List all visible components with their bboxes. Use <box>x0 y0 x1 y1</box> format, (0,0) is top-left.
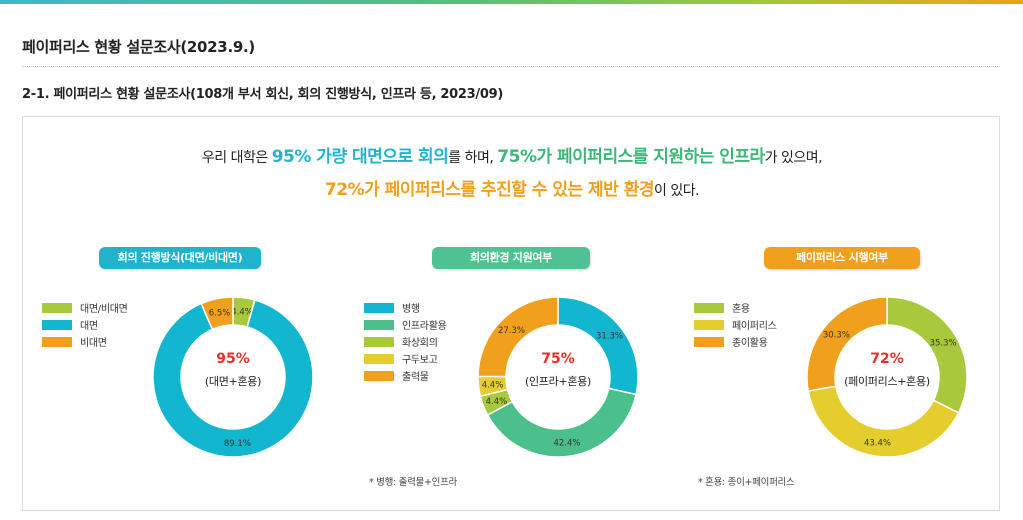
legend-label: 혼용 <box>732 304 750 315</box>
legend-swatch <box>42 302 72 313</box>
slice-label: 4.4% <box>231 308 253 318</box>
legend-swatch <box>694 336 724 347</box>
center-subtitle: (페이퍼리스+혼용) <box>844 375 930 388</box>
slice-label: 35.3% <box>930 338 957 348</box>
legend-swatch <box>364 353 394 364</box>
slice-label: 43.4% <box>864 438 891 448</box>
donut-slice <box>200 296 234 331</box>
headline-text: 이 있다. <box>654 183 700 199</box>
slice-label: 42.4% <box>553 438 580 448</box>
slice-label: 89.1% <box>224 439 251 449</box>
slice-label: 4.4% <box>482 381 504 391</box>
headline-line-2: 72%가 페이퍼리스를 추진할 수 있는 제반 환경이 있다. <box>23 174 1001 207</box>
headline-text: 가 있으며, <box>764 150 823 166</box>
legend-item: 혼용 <box>694 299 777 316</box>
donut-chart-paperless-implementation: 35.3% 43.4% 30.3% <box>806 296 968 458</box>
center-percentage: 72% <box>870 351 904 367</box>
headline-text: 우리 대학은 <box>201 150 272 166</box>
legend-item: 화상회의 <box>364 333 447 350</box>
legend-label: 구두보고 <box>402 355 438 366</box>
center-subtitle: (대면+혼용) <box>204 375 262 388</box>
legend-swatch <box>694 319 724 330</box>
donut-slice <box>486 387 637 458</box>
legend-label: 대면/비대면 <box>80 304 128 315</box>
legend-item: 종이활용 <box>694 333 777 350</box>
headline-highlight-infra: 75%가 페이퍼리스를 지원하는 인프라 <box>497 147 765 167</box>
divider <box>22 66 1000 67</box>
slice-label: 6.5% <box>209 308 231 318</box>
survey-panel: 우리 대학은 95% 가량 대면으로 회의를 하며, 75%가 페이퍼리스를 지… <box>22 116 1000 511</box>
legend-swatch <box>42 319 72 330</box>
legend-swatch <box>694 302 724 313</box>
legend-label: 화상회의 <box>402 338 438 349</box>
slice-label: 27.3% <box>498 326 525 336</box>
slice-label: 30.3% <box>823 331 850 341</box>
legend-swatch <box>364 336 394 347</box>
legend-meeting-method: 대면/비대면 대면 비대면 <box>42 299 128 350</box>
donut-slice <box>152 299 314 458</box>
donut-chart-meeting-method: 4.4% 89.1% 6.5% <box>152 296 314 458</box>
donut-slice <box>807 385 960 458</box>
legend-swatch <box>42 336 72 347</box>
legend-swatch <box>364 302 394 313</box>
headline-line-1: 우리 대학은 95% 가량 대면으로 회의를 하며, 75%가 페이퍼리스를 지… <box>23 141 1001 174</box>
top-accent-bar <box>0 0 1023 4</box>
donut-chart-meeting-environment: 31.3% 42.4% 4.4% 4.4% 27.3% <box>477 296 639 458</box>
legend-label: 비대면 <box>80 338 107 349</box>
page-title: 페이퍼리스 현황 설문조사(2023.9.) <box>22 38 255 56</box>
legend-swatch <box>364 319 394 330</box>
legend-label: 대면 <box>80 321 98 332</box>
legend-item: 비대면 <box>42 333 128 350</box>
center-percentage: 95% <box>216 351 250 367</box>
center-percentage: 75% <box>541 351 575 367</box>
slice-label: 4.4% <box>486 397 508 407</box>
chart-title-meeting-method: 회의 진행방식(대면/비대면) <box>99 247 261 269</box>
legend-item: 병행 <box>364 299 447 316</box>
section-subtitle: 2-1. 페이퍼리스 현황 설문조사(108개 부서 회신, 회의 진행방식, … <box>22 87 503 102</box>
legend-label: 출력물 <box>402 372 429 383</box>
legend-label: 종이활용 <box>732 338 768 349</box>
legend-paperless-implementation: 혼용 페이퍼리스 종이활용 <box>694 299 777 350</box>
chart-title-paperless-implementation: 페이퍼리스 시행여부 <box>764 247 920 269</box>
legend-item: 출력물 <box>364 367 447 384</box>
center-subtitle: (인프라+혼용) <box>525 375 591 388</box>
donut-slice <box>806 296 888 392</box>
headline: 우리 대학은 95% 가량 대면으로 회의를 하며, 75%가 페이퍼리스를 지… <box>23 141 1001 207</box>
legend-item: 대면 <box>42 316 128 333</box>
legend-item: 구두보고 <box>364 350 447 367</box>
slice-label: 31.3% <box>596 332 623 342</box>
headline-text: 를 하며, <box>448 150 498 166</box>
legend-label: 인프라활용 <box>402 321 447 332</box>
legend-swatch <box>364 370 394 381</box>
legend-item: 대면/비대면 <box>42 299 128 316</box>
chart-title-meeting-environment: 회의환경 지원여부 <box>432 247 590 269</box>
headline-highlight-meeting: 95% 가량 대면으로 회의 <box>271 147 449 167</box>
legend-item: 인프라활용 <box>364 316 447 333</box>
legend-meeting-environment: 병행 인프라활용 화상회의 구두보고 출력물 <box>364 299 447 384</box>
headline-highlight-environment: 72%가 페이퍼리스를 추진할 수 있는 제반 환경 <box>324 180 655 200</box>
donut-slice <box>477 296 559 378</box>
legend-label: 페이퍼리스 <box>732 321 777 332</box>
legend-item: 페이퍼리스 <box>694 316 777 333</box>
footnote-paperless-implementation: * 혼용: 종이+페이퍼리스 <box>698 477 795 488</box>
legend-label: 병행 <box>402 304 420 315</box>
footnote-meeting-environment: * 병행: 출력물+인프라 <box>369 477 457 488</box>
